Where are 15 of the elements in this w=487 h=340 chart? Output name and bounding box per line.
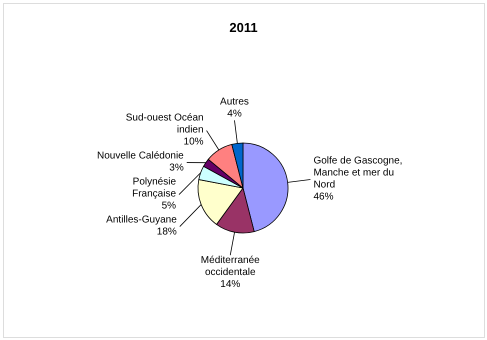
slice-label: Polynésie Française — [132, 176, 176, 200]
data-label: 18% — [156, 226, 177, 238]
chart-title: 2011 — [229, 20, 258, 35]
slice-label: Autres — [220, 96, 249, 108]
slice-label: Antilles-Guyane — [106, 214, 178, 226]
data-label: 14% — [220, 279, 240, 290]
slice-label: Méditerranée occidentale — [200, 255, 260, 278]
slice-label: Nouvelle Calédonie — [97, 150, 184, 162]
slice-label: Sud-ouest Océan indien — [126, 112, 204, 136]
slice-label: Golfe de Gascogne, Manche et mer du Nord — [313, 155, 402, 190]
data-label: 4% — [227, 108, 242, 120]
data-label: 46% — [313, 191, 334, 202]
data-label: 3% — [169, 162, 184, 174]
data-label: 5% — [162, 200, 176, 212]
data-label: 10% — [184, 136, 204, 148]
